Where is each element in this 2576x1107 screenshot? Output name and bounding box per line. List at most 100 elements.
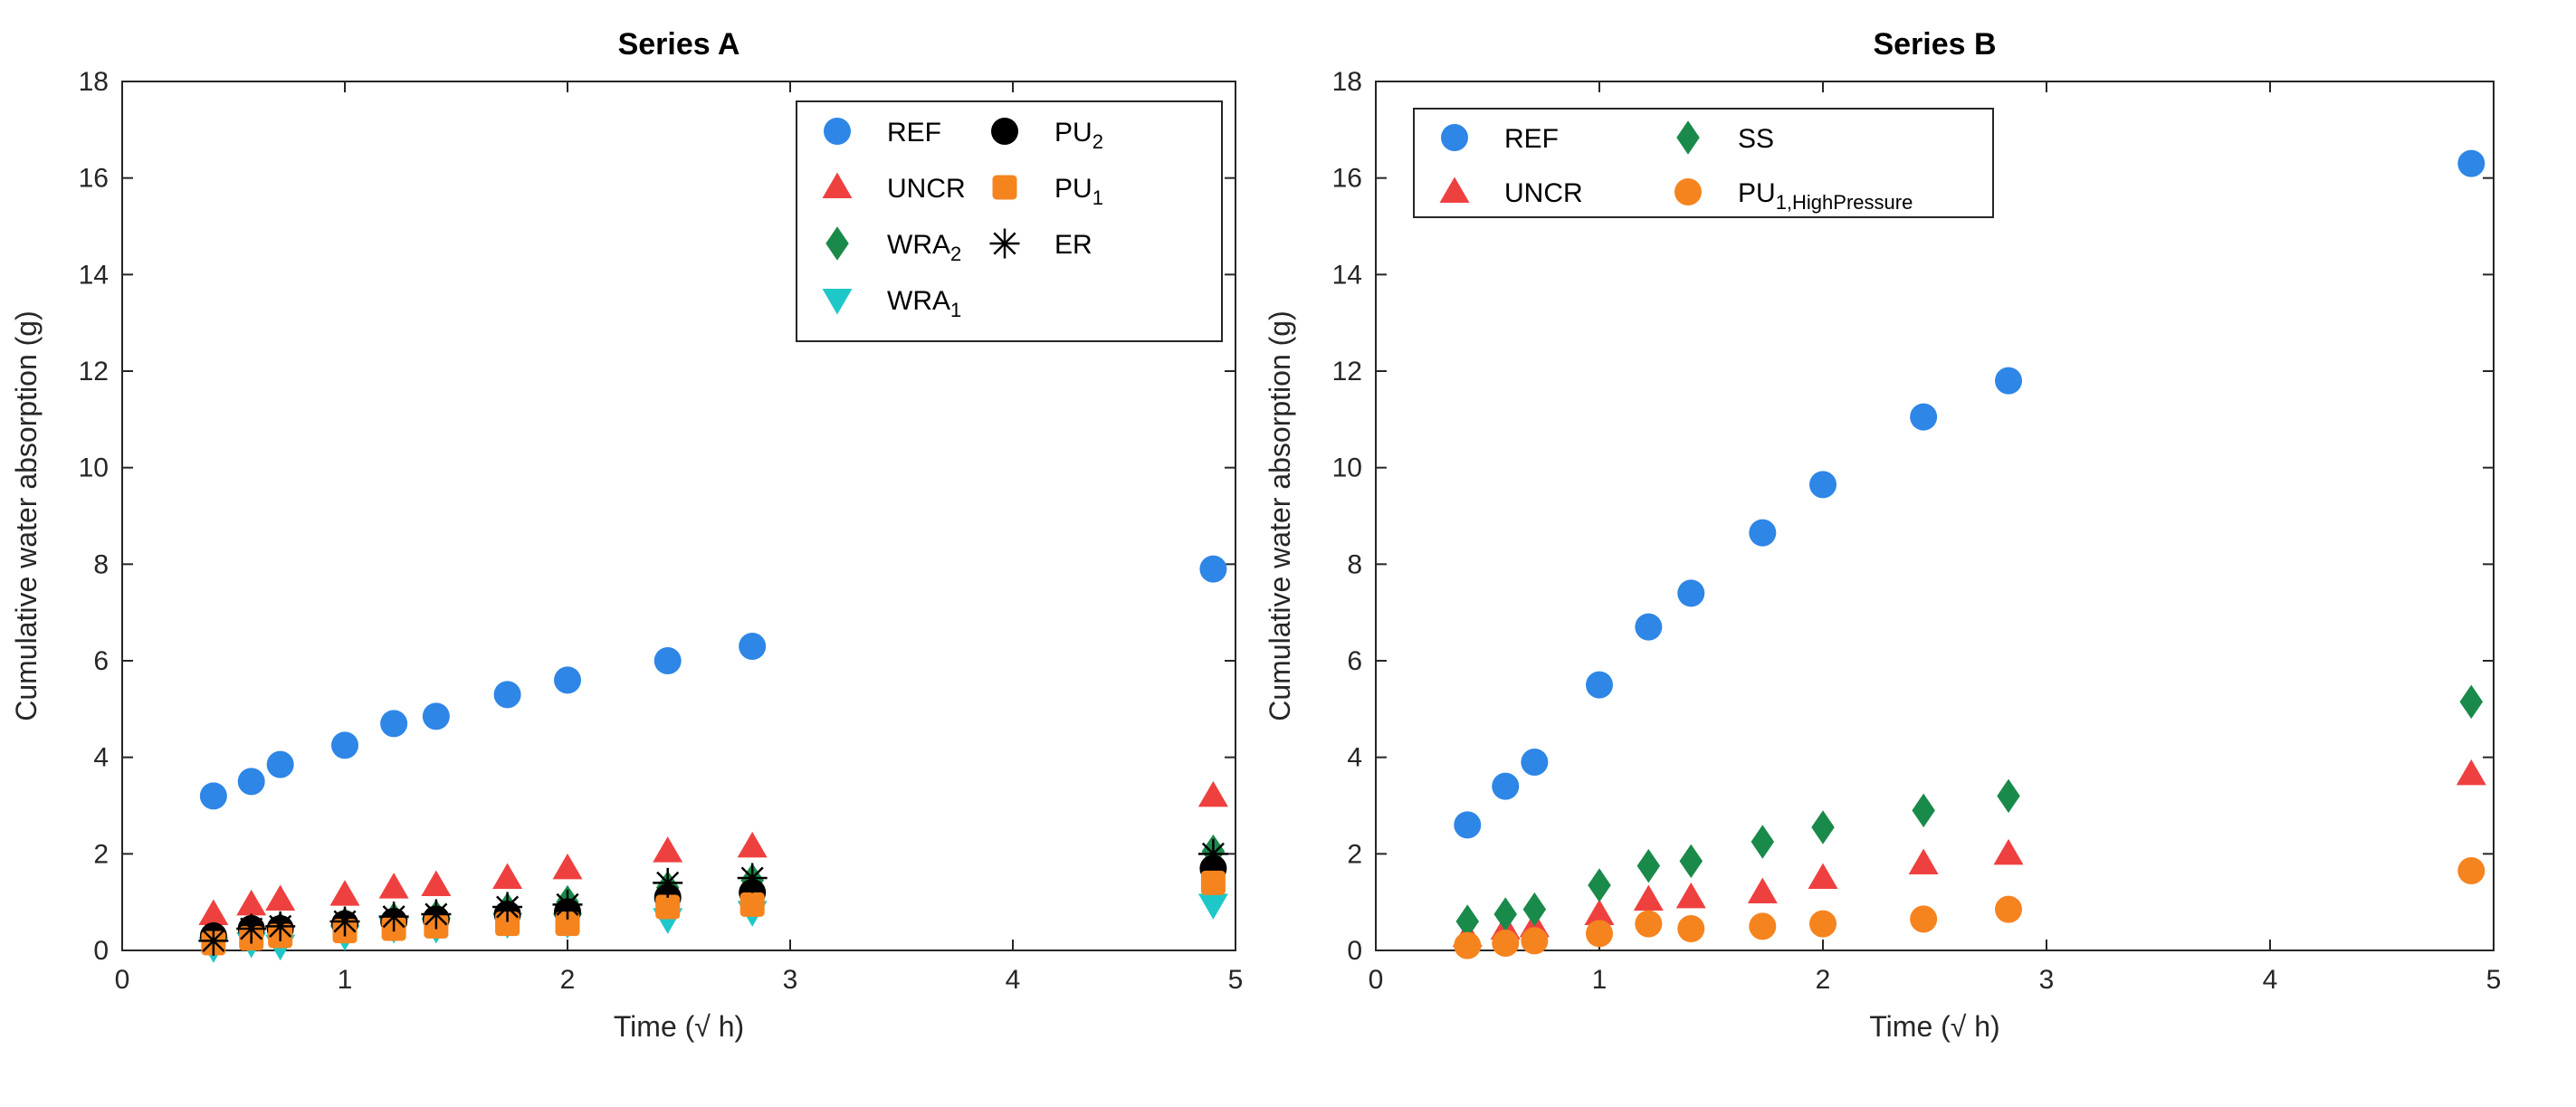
data-point <box>378 873 409 899</box>
y-tick-label: 12 <box>79 357 109 386</box>
data-point <box>654 647 682 674</box>
data-point <box>1997 778 2020 814</box>
data-point <box>198 899 229 925</box>
data-point <box>380 710 408 738</box>
data-point <box>1197 893 1228 920</box>
data-point <box>552 853 583 880</box>
data-point <box>421 899 452 930</box>
data-point <box>492 863 523 889</box>
data-point <box>1749 519 1777 547</box>
data-point <box>1633 884 1664 911</box>
data-point <box>1522 892 1547 927</box>
data-point <box>739 633 767 660</box>
legend-label: PU1 <box>1054 174 1103 209</box>
legend-marker <box>824 118 851 145</box>
y-tick-label: 8 <box>93 549 109 579</box>
data-point <box>1454 931 1482 959</box>
data-point <box>2456 759 2486 786</box>
data-point <box>739 892 765 917</box>
x-tick-label: 4 <box>2263 965 2278 995</box>
data-point <box>1521 749 1549 776</box>
y-tick-label: 12 <box>1332 357 1362 386</box>
x-tick-label: 0 <box>1369 965 1384 995</box>
y-tick-label: 16 <box>1332 164 1362 194</box>
x-tick-label: 3 <box>783 965 798 995</box>
legend-marker <box>1439 177 1470 203</box>
data-point <box>1586 920 1613 948</box>
data-point <box>1677 579 1705 607</box>
data-point <box>1679 844 1703 879</box>
y-tick-label: 18 <box>1332 67 1362 97</box>
data-point <box>495 911 520 937</box>
data-point <box>1677 915 1705 942</box>
data-point <box>1455 904 1480 939</box>
legend-label: SS <box>1738 124 1774 154</box>
x-tick-label: 4 <box>1006 965 1021 995</box>
legend-marker <box>1676 120 1700 155</box>
data-point <box>1675 882 1706 909</box>
data-point <box>199 782 227 810</box>
legend-label: REF <box>887 118 941 148</box>
data-point <box>655 894 681 920</box>
data-point <box>421 870 452 896</box>
x-tick-label: 5 <box>1228 965 1244 995</box>
data-point <box>1635 910 1663 938</box>
data-point <box>1912 793 1935 828</box>
data-point <box>555 911 580 937</box>
legend-label: UNCR <box>1504 178 1583 208</box>
data-point <box>1492 772 1520 800</box>
y-axis-label: Cumulative water absorption (g) <box>10 310 43 721</box>
legend-label: UNCR <box>887 174 966 204</box>
data-point <box>1995 367 2023 395</box>
data-point <box>1493 897 1518 931</box>
data-point <box>1586 671 1613 699</box>
legend-marker <box>992 175 1017 200</box>
y-tick-label: 4 <box>1347 743 1362 773</box>
x-tick-label: 2 <box>560 965 576 995</box>
plot-area-frame <box>1375 81 2495 951</box>
data-point <box>378 902 409 932</box>
legend-marker <box>1441 124 1468 151</box>
y-tick-label: 10 <box>79 453 109 483</box>
data-point <box>1809 910 1837 938</box>
data-point <box>1993 838 2024 865</box>
data-point <box>1910 403 1938 431</box>
data-point <box>737 831 768 858</box>
data-point <box>1749 912 1777 940</box>
data-point <box>737 863 768 893</box>
series-pu1-highpressure <box>1454 857 2485 959</box>
data-point <box>331 731 358 759</box>
data-point <box>1910 905 1938 933</box>
y-tick-label: 0 <box>1347 936 1362 966</box>
x-tick-label: 1 <box>1592 965 1608 995</box>
data-point <box>236 889 267 916</box>
data-point <box>653 836 683 863</box>
y-tick-label: 6 <box>93 646 109 676</box>
legend: REF UNCR WRA2 WRA1 PU2 PU1 ER <box>796 100 1223 342</box>
data-point <box>653 867 683 898</box>
data-point <box>1808 863 1838 889</box>
legend-marker <box>825 226 849 261</box>
data-point <box>1635 613 1663 641</box>
data-point <box>1454 811 1482 839</box>
data-point <box>493 681 521 709</box>
data-point <box>1199 555 1227 583</box>
data-point <box>1197 780 1228 807</box>
series-uncr <box>198 780 1228 925</box>
data-point <box>329 906 360 937</box>
data-point <box>198 925 229 956</box>
data-point <box>237 768 265 796</box>
data-point <box>1521 927 1549 955</box>
x-axis-label: Time (√ h) <box>1869 1010 1999 1043</box>
legend: REF UNCR SS PU1,HighPressure <box>1413 108 1994 218</box>
data-point <box>266 750 294 778</box>
y-axis-label: Cumulative water absorption (g) <box>1264 310 1296 721</box>
y-tick-label: 0 <box>93 936 109 966</box>
data-point <box>265 884 296 911</box>
data-point <box>329 880 360 906</box>
legend-marker <box>1674 178 1702 205</box>
legend-label: PU1,HighPressure <box>1738 178 1913 214</box>
y-tick-label: 2 <box>1347 839 1362 869</box>
y-tick-label: 2 <box>93 839 109 869</box>
